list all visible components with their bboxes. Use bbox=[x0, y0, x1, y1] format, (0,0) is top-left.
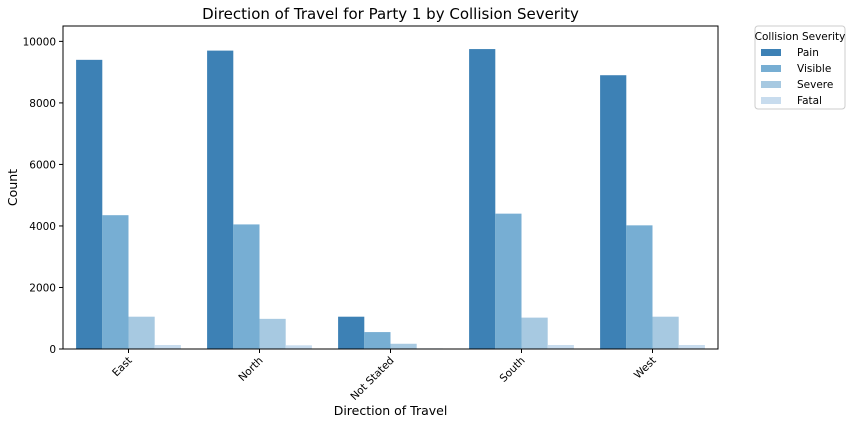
bar-south-pain bbox=[469, 49, 496, 349]
legend-swatch-fatal bbox=[761, 97, 781, 104]
bar-not-stated-severe bbox=[390, 343, 417, 349]
bar-not-stated-pain bbox=[338, 316, 365, 349]
bar-south-severe bbox=[521, 317, 548, 349]
bar-north-fatal bbox=[285, 345, 312, 349]
y-tick-label: 10000 bbox=[23, 36, 56, 48]
y-tick-label: 8000 bbox=[29, 98, 56, 110]
y-axis-label: Count bbox=[5, 169, 20, 206]
x-tick-label: South bbox=[498, 355, 528, 385]
bar-south-visible bbox=[495, 213, 522, 349]
bar-east-visible bbox=[102, 215, 129, 349]
bar-west-visible bbox=[626, 225, 653, 349]
bar-north-pain bbox=[207, 50, 234, 349]
bar-north-visible bbox=[233, 224, 260, 349]
x-tick-label: East bbox=[110, 355, 135, 380]
chart-title: Direction of Travel for Party 1 by Colli… bbox=[202, 5, 579, 23]
bar-not-stated-visible bbox=[364, 332, 391, 349]
legend-swatch-severe bbox=[761, 81, 781, 88]
x-tick-label: Not Stated bbox=[348, 355, 396, 403]
legend-swatch-visible bbox=[761, 65, 781, 72]
bar-east-pain bbox=[76, 59, 103, 349]
legend-label-severe: Severe bbox=[797, 79, 833, 91]
legend-box bbox=[754, 25, 846, 110]
x-tick-label: West bbox=[632, 355, 659, 382]
x-tick-label: North bbox=[236, 355, 265, 384]
bar-south-fatal bbox=[547, 345, 574, 349]
legend-label-visible: Visible bbox=[797, 63, 831, 75]
legend-title: Collision Severity bbox=[755, 31, 846, 43]
y-tick-label: 2000 bbox=[29, 282, 56, 294]
bar-east-fatal bbox=[154, 345, 181, 349]
bar-west-pain bbox=[600, 75, 627, 349]
y-axis: 0 2000 4000 6000 8000 10000 bbox=[23, 36, 63, 356]
x-axis: East North Not Stated South West bbox=[110, 349, 659, 403]
bar-west-fatal bbox=[678, 345, 705, 349]
x-axis-label: Direction of Travel bbox=[334, 403, 448, 418]
bar-north-severe bbox=[259, 318, 286, 349]
legend-label-pain: Pain bbox=[797, 47, 819, 59]
y-tick-label: 4000 bbox=[29, 221, 56, 233]
legend-label-fatal: Fatal bbox=[797, 95, 822, 107]
legend: Collision Severity Pain Visible Severe Fatal bbox=[754, 25, 846, 110]
bars-layer bbox=[76, 49, 705, 349]
legend-swatch-pain bbox=[761, 49, 781, 56]
y-tick-label: 0 bbox=[49, 344, 56, 356]
bar-west-severe bbox=[652, 316, 679, 349]
bar-east-severe bbox=[128, 316, 155, 349]
y-tick-label: 6000 bbox=[29, 159, 56, 171]
